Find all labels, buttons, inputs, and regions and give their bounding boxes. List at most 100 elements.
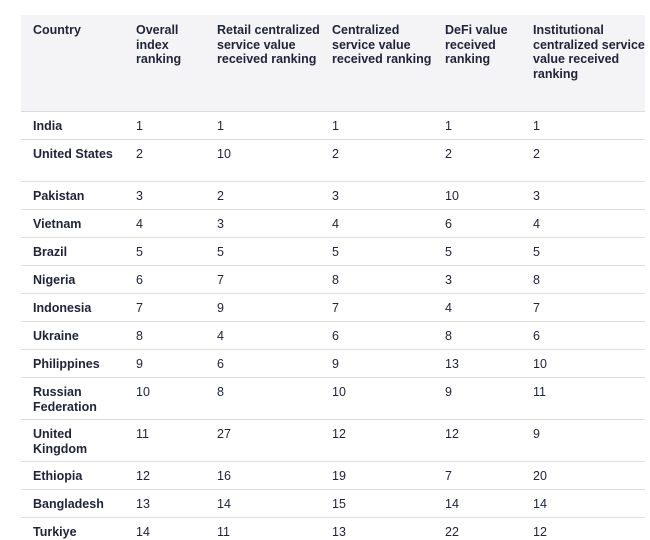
header-institutional-centralized-ranking: Institutional centralized service value … [521,15,645,112]
country-cell: Ukraine [21,321,124,350]
institutional-rank-cell: 11 [521,377,645,420]
country-cell: India [21,111,124,140]
overall-rank-cell: 4 [124,209,205,238]
country-cell: United Kingdom [21,419,124,462]
centralized-rank-cell: 8 [320,265,433,294]
country-cell: Nigeria [21,265,124,294]
centralized-rank-cell: 19 [320,461,433,490]
defi-rank-cell: 3 [433,265,521,294]
table-row: Vietnam 4 3 4 6 4 [21,209,645,238]
country-cell: United States [21,139,124,182]
institutional-rank-cell: 8 [521,265,645,294]
table-row: Pakistan 3 2 3 10 3 [21,181,645,210]
centralized-rank-cell: 15 [320,489,433,518]
header-defi-ranking: DeFi value received ranking [433,15,521,112]
table-row: Indonesia 7 9 7 4 7 [21,293,645,322]
defi-rank-cell: 8 [433,321,521,350]
institutional-rank-cell: 9 [521,419,645,462]
overall-rank-cell: 12 [124,461,205,490]
retail-rank-cell: 4 [205,321,320,350]
table-row: India 1 1 1 1 1 [21,111,645,140]
header-centralized-service-ranking: Centralized service value received ranki… [320,15,433,112]
retail-rank-cell: 6 [205,349,320,378]
header-row: Country Overall index ranking Retail cen… [21,15,645,112]
overall-rank-cell: 10 [124,377,205,420]
overall-rank-cell: 8 [124,321,205,350]
table-row: Bangladesh 13 14 15 14 14 [21,489,645,518]
overall-rank-cell: 3 [124,181,205,210]
table-row: United Kingdom 11 27 12 12 9 [21,419,645,462]
country-cell: Bangladesh [21,489,124,518]
country-cell: Pakistan [21,181,124,210]
defi-rank-cell: 14 [433,489,521,518]
defi-rank-cell: 9 [433,377,521,420]
header-overall-index-ranking: Overall index ranking [124,15,205,112]
overall-rank-cell: 14 [124,517,205,540]
retail-rank-cell: 1 [205,111,320,140]
defi-rank-cell: 6 [433,209,521,238]
overall-rank-cell: 13 [124,489,205,518]
retail-rank-cell: 14 [205,489,320,518]
table-row: Philippines 9 6 9 13 10 [21,349,645,378]
retail-rank-cell: 8 [205,377,320,420]
institutional-rank-cell: 14 [521,489,645,518]
retail-rank-cell: 2 [205,181,320,210]
centralized-rank-cell: 10 [320,377,433,420]
centralized-rank-cell: 3 [320,181,433,210]
country-cell: Vietnam [21,209,124,238]
institutional-rank-cell: 10 [521,349,645,378]
header-country: Country [21,15,124,112]
institutional-rank-cell: 6 [521,321,645,350]
institutional-rank-cell: 5 [521,237,645,266]
country-cell: Russian Federation [21,377,124,420]
institutional-rank-cell: 7 [521,293,645,322]
centralized-rank-cell: 13 [320,517,433,540]
overall-rank-cell: 7 [124,293,205,322]
overall-rank-cell: 2 [124,139,205,182]
table-body: India 1 1 1 1 1 United States 2 10 2 2 2… [21,111,645,540]
institutional-rank-cell: 3 [521,181,645,210]
overall-rank-cell: 9 [124,349,205,378]
overall-rank-cell: 1 [124,111,205,140]
centralized-rank-cell: 6 [320,321,433,350]
centralized-rank-cell: 1 [320,111,433,140]
retail-rank-cell: 9 [205,293,320,322]
retail-rank-cell: 11 [205,517,320,540]
retail-rank-cell: 7 [205,265,320,294]
centralized-rank-cell: 4 [320,209,433,238]
defi-rank-cell: 12 [433,419,521,462]
overall-rank-cell: 6 [124,265,205,294]
retail-rank-cell: 3 [205,209,320,238]
table-row: Ethiopia 12 16 19 7 20 [21,461,645,490]
overall-rank-cell: 5 [124,237,205,266]
retail-rank-cell: 27 [205,419,320,462]
ranking-table: Country Overall index ranking Retail cen… [21,15,645,540]
institutional-rank-cell: 12 [521,517,645,540]
retail-rank-cell: 10 [205,139,320,182]
defi-rank-cell: 1 [433,111,521,140]
header-retail-centralized-ranking: Retail centralized service value receive… [205,15,320,112]
country-cell: Ethiopia [21,461,124,490]
retail-rank-cell: 16 [205,461,320,490]
institutional-rank-cell: 2 [521,139,645,182]
table-row: Ukraine 8 4 6 8 6 [21,321,645,350]
institutional-rank-cell: 4 [521,209,645,238]
centralized-rank-cell: 9 [320,349,433,378]
table-header: Country Overall index ranking Retail cen… [21,15,645,112]
centralized-rank-cell: 2 [320,139,433,182]
institutional-rank-cell: 1 [521,111,645,140]
retail-rank-cell: 5 [205,237,320,266]
table-row: United States 2 10 2 2 2 [21,139,645,182]
table-row: Turkiye 14 11 13 22 12 [21,517,645,540]
table-row: Brazil 5 5 5 5 5 [21,237,645,266]
institutional-rank-cell: 20 [521,461,645,490]
defi-rank-cell: 10 [433,181,521,210]
centralized-rank-cell: 7 [320,293,433,322]
country-cell: Philippines [21,349,124,378]
country-cell: Brazil [21,237,124,266]
defi-rank-cell: 2 [433,139,521,182]
centralized-rank-cell: 12 [320,419,433,462]
defi-rank-cell: 4 [433,293,521,322]
defi-rank-cell: 13 [433,349,521,378]
